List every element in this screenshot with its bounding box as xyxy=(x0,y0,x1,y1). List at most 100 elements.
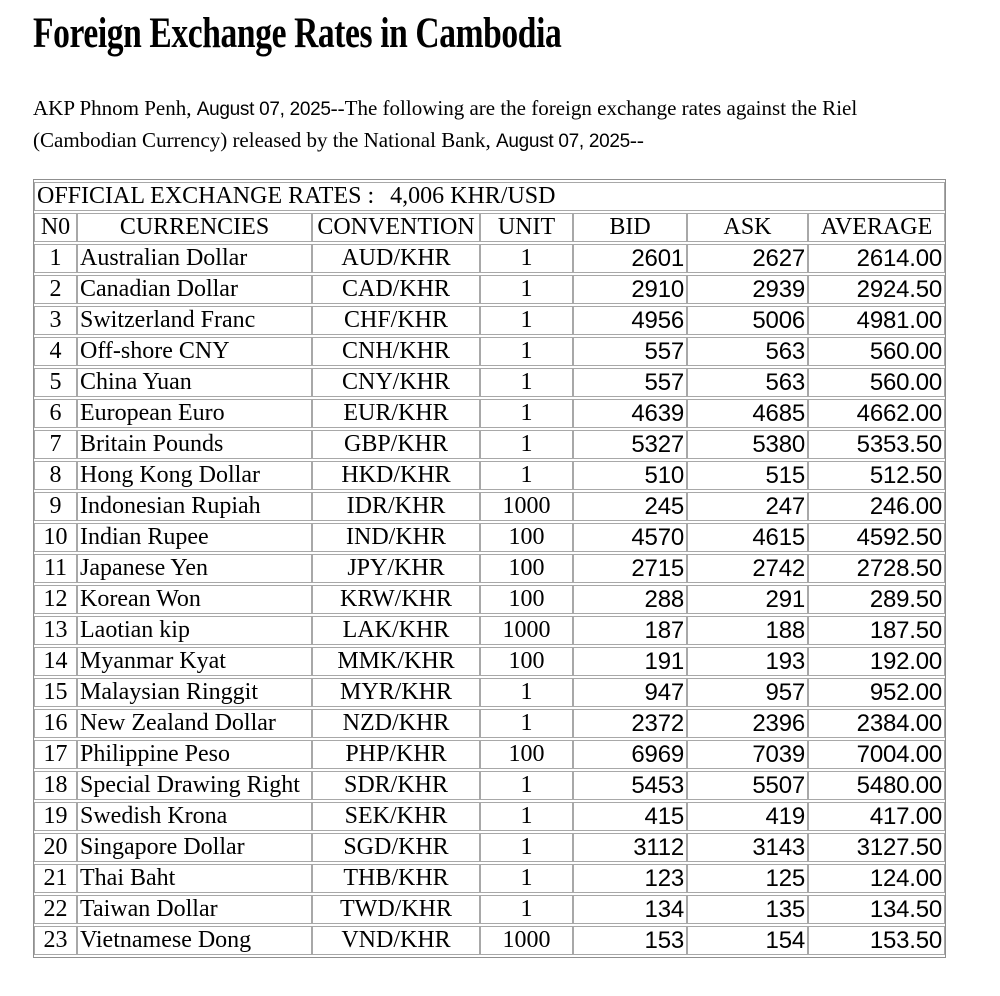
bid-value: 245 xyxy=(573,492,687,521)
intro-paragraph: AKP Phnom Penh, August 07, 2025--The fol… xyxy=(33,93,972,157)
row-number: 13 xyxy=(34,616,77,645)
ask-value: 2742 xyxy=(687,554,808,583)
convention-code: SEK/KHR xyxy=(312,802,480,831)
ask-value: 4685 xyxy=(687,399,808,428)
ask-value: 515 xyxy=(687,461,808,490)
unit-value: 1 xyxy=(480,306,573,335)
row-number: 3 xyxy=(34,306,77,335)
row-number: 7 xyxy=(34,430,77,459)
col-header-average: AVERAGE xyxy=(808,213,946,242)
convention-code: SDR/KHR xyxy=(312,771,480,800)
row-number: 15 xyxy=(34,678,77,707)
unit-value: 1 xyxy=(480,368,573,397)
average-value: 7004.00 xyxy=(808,740,946,769)
convention-code: EUR/KHR xyxy=(312,399,480,428)
ask-value: 419 xyxy=(687,802,808,831)
official-rate-row: OFFICIAL EXCHANGE RATES : 4,006 KHR/USD xyxy=(34,182,946,211)
table-row: 14 Myanmar Kyat MMK/KHR 100 191 193 192.… xyxy=(34,647,946,676)
bid-value: 288 xyxy=(573,585,687,614)
row-number: 19 xyxy=(34,802,77,831)
intro-line-2: (Cambodian Currency) released by the Nat… xyxy=(33,125,972,157)
average-value: 2924.50 xyxy=(808,275,946,304)
page-content: Foreign Exchange Rates in Cambodia AKP P… xyxy=(33,12,972,958)
row-number: 21 xyxy=(34,864,77,893)
table-row: 5 China Yuan CNY/KHR 1 557 563 560.00 xyxy=(34,368,946,397)
ask-value: 2396 xyxy=(687,709,808,738)
average-value: 512.50 xyxy=(808,461,946,490)
average-value: 192.00 xyxy=(808,647,946,676)
intro-lead: AKP Phnom Penh, xyxy=(33,96,197,120)
bid-value: 510 xyxy=(573,461,687,490)
unit-value: 1 xyxy=(480,461,573,490)
average-value: 134.50 xyxy=(808,895,946,924)
ask-value: 563 xyxy=(687,337,808,366)
currency-name: Switzerland Franc xyxy=(77,306,312,335)
currency-name: Singapore Dollar xyxy=(77,833,312,862)
unit-value: 100 xyxy=(480,523,573,552)
intro-line-1: AKP Phnom Penh, August 07, 2025--The fol… xyxy=(33,93,972,125)
convention-code: MMK/KHR xyxy=(312,647,480,676)
column-header-row: N0 CURRENCIES CONVENTION UNIT BID ASK AV… xyxy=(34,213,946,242)
unit-value: 1 xyxy=(480,771,573,800)
currency-name: Hong Kong Dollar xyxy=(77,461,312,490)
bid-value: 5453 xyxy=(573,771,687,800)
unit-value: 1 xyxy=(480,275,573,304)
unit-value: 1 xyxy=(480,244,573,273)
convention-code: SGD/KHR xyxy=(312,833,480,862)
average-value: 153.50 xyxy=(808,926,946,955)
convention-code: VND/KHR xyxy=(312,926,480,955)
currency-name: Canadian Dollar xyxy=(77,275,312,304)
convention-code: IDR/KHR xyxy=(312,492,480,521)
convention-code: PHP/KHR xyxy=(312,740,480,769)
currency-name: Indonesian Rupiah xyxy=(77,492,312,521)
ask-value: 5380 xyxy=(687,430,808,459)
bid-value: 134 xyxy=(573,895,687,924)
average-value: 4981.00 xyxy=(808,306,946,335)
unit-value: 1 xyxy=(480,709,573,738)
ask-value: 193 xyxy=(687,647,808,676)
intro-lead-2: (Cambodian Currency) released by the Nat… xyxy=(33,128,497,152)
table-row: 21 Thai Baht THB/KHR 1 123 125 124.00 xyxy=(34,864,946,893)
ask-value: 125 xyxy=(687,864,808,893)
average-value: 560.00 xyxy=(808,368,946,397)
unit-value: 1000 xyxy=(480,492,573,521)
ask-value: 7039 xyxy=(687,740,808,769)
currency-name: Malaysian Ringgit xyxy=(77,678,312,707)
average-value: 124.00 xyxy=(808,864,946,893)
average-value: 3127.50 xyxy=(808,833,946,862)
ask-value: 135 xyxy=(687,895,808,924)
convention-code: CHF/KHR xyxy=(312,306,480,335)
row-number: 4 xyxy=(34,337,77,366)
currency-name: European Euro xyxy=(77,399,312,428)
table-row: 19 Swedish Krona SEK/KHR 1 415 419 417.0… xyxy=(34,802,946,831)
row-number: 11 xyxy=(34,554,77,583)
average-value: 246.00 xyxy=(808,492,946,521)
currency-name: Myanmar Kyat xyxy=(77,647,312,676)
convention-code: HKD/KHR xyxy=(312,461,480,490)
currency-name: Special Drawing Right xyxy=(77,771,312,800)
average-value: 5480.00 xyxy=(808,771,946,800)
table-row: 6 European Euro EUR/KHR 1 4639 4685 4662… xyxy=(34,399,946,428)
unit-value: 100 xyxy=(480,554,573,583)
currency-name: New Zealand Dollar xyxy=(77,709,312,738)
unit-value: 100 xyxy=(480,647,573,676)
row-number: 2 xyxy=(34,275,77,304)
bid-value: 2601 xyxy=(573,244,687,273)
table-row: 7 Britain Pounds GBP/KHR 1 5327 5380 535… xyxy=(34,430,946,459)
unit-value: 1 xyxy=(480,399,573,428)
convention-code: MYR/KHR xyxy=(312,678,480,707)
row-number: 5 xyxy=(34,368,77,397)
convention-code: CAD/KHR xyxy=(312,275,480,304)
ask-value: 188 xyxy=(687,616,808,645)
intro-date-2: August 07, 2025 xyxy=(496,131,630,152)
average-value: 187.50 xyxy=(808,616,946,645)
table-row: 18 Special Drawing Right SDR/KHR 1 5453 … xyxy=(34,771,946,800)
bid-value: 4570 xyxy=(573,523,687,552)
average-value: 560.00 xyxy=(808,337,946,366)
table-row: 10 Indian Rupee IND/KHR 100 4570 4615 45… xyxy=(34,523,946,552)
currency-name: Indian Rupee xyxy=(77,523,312,552)
convention-code: THB/KHR xyxy=(312,864,480,893)
unit-value: 1 xyxy=(480,895,573,924)
ask-value: 4615 xyxy=(687,523,808,552)
row-number: 16 xyxy=(34,709,77,738)
